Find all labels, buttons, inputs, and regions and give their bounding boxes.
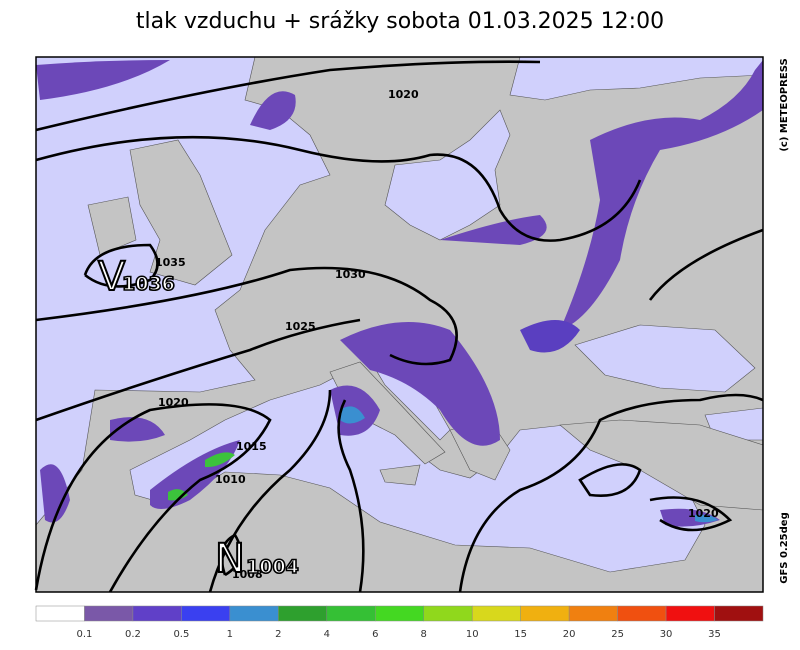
legend-swatch: [35, 605, 85, 622]
legend-label: 2: [275, 629, 281, 640]
legend-label: 0.1: [77, 629, 93, 640]
legend-label: 8: [421, 629, 427, 640]
legend-swatch: [471, 605, 521, 622]
legend-label: 0.5: [173, 629, 189, 640]
legend-swatch: [568, 605, 618, 622]
sea: [384, 109, 511, 241]
legend-label: 1: [227, 629, 233, 640]
map-title: tlak vzduchu + srážky sobota 01.03.2025 …: [136, 9, 664, 34]
land: [379, 464, 421, 486]
legend-label: 35: [708, 629, 721, 640]
legend-swatch: [423, 605, 473, 622]
legend-swatch: [84, 605, 134, 622]
legend-label: 6: [372, 629, 378, 640]
isobars: [34, 60, 764, 593]
legend-label: 15: [514, 629, 527, 640]
legend-swatch: [714, 605, 764, 622]
high-marker: V: [98, 254, 126, 300]
legend-label: 25: [611, 629, 624, 640]
legend-swatch: [520, 605, 570, 622]
legend-label: 4: [324, 629, 330, 640]
low-value: 1004: [246, 556, 299, 578]
legend-label: 20: [563, 629, 576, 640]
legend-swatch: [229, 605, 279, 622]
legend-swatch: [665, 605, 715, 622]
isobar-label: 1020: [158, 396, 189, 409]
legend-swatch: [181, 605, 231, 622]
isobar-label: 1010: [215, 473, 246, 486]
isobar-label: 1008: [232, 568, 263, 581]
land: [87, 196, 137, 256]
isobar-label: 1035: [155, 256, 186, 269]
legend-swatch: [617, 605, 667, 622]
legend-swatch: [375, 605, 424, 622]
map-area: 1020 1035 1030 1025 1020 1015 1010 1020 …: [34, 56, 764, 593]
copyright: (c) METEOPRESS: [779, 58, 790, 151]
legend: 0.1 0.2 0.5 1 2 4 6 8 10 15 20 25 30 35: [35, 605, 764, 640]
model-label: GFS 0.25deg: [779, 512, 790, 584]
isobar-label: 1020: [388, 88, 419, 101]
legend-label: 30: [660, 629, 673, 640]
legend-swatch: [132, 605, 182, 622]
legend-swatch: [278, 605, 328, 622]
isobar-label: 1015: [236, 440, 267, 453]
isobar-label: 1030: [335, 268, 366, 281]
legend-swatch: [326, 605, 376, 622]
high-value: 1036: [122, 273, 175, 295]
legend-label: 0.2: [125, 629, 141, 640]
isobar-label: 1020: [688, 507, 719, 520]
land: [129, 139, 233, 286]
isobar-label: 1025: [285, 320, 316, 333]
map-frame: [35, 56, 764, 593]
low-marker: N: [215, 536, 245, 582]
legend-label: 10: [466, 629, 479, 640]
sea: [574, 324, 756, 393]
precipitation: [36, 60, 763, 527]
